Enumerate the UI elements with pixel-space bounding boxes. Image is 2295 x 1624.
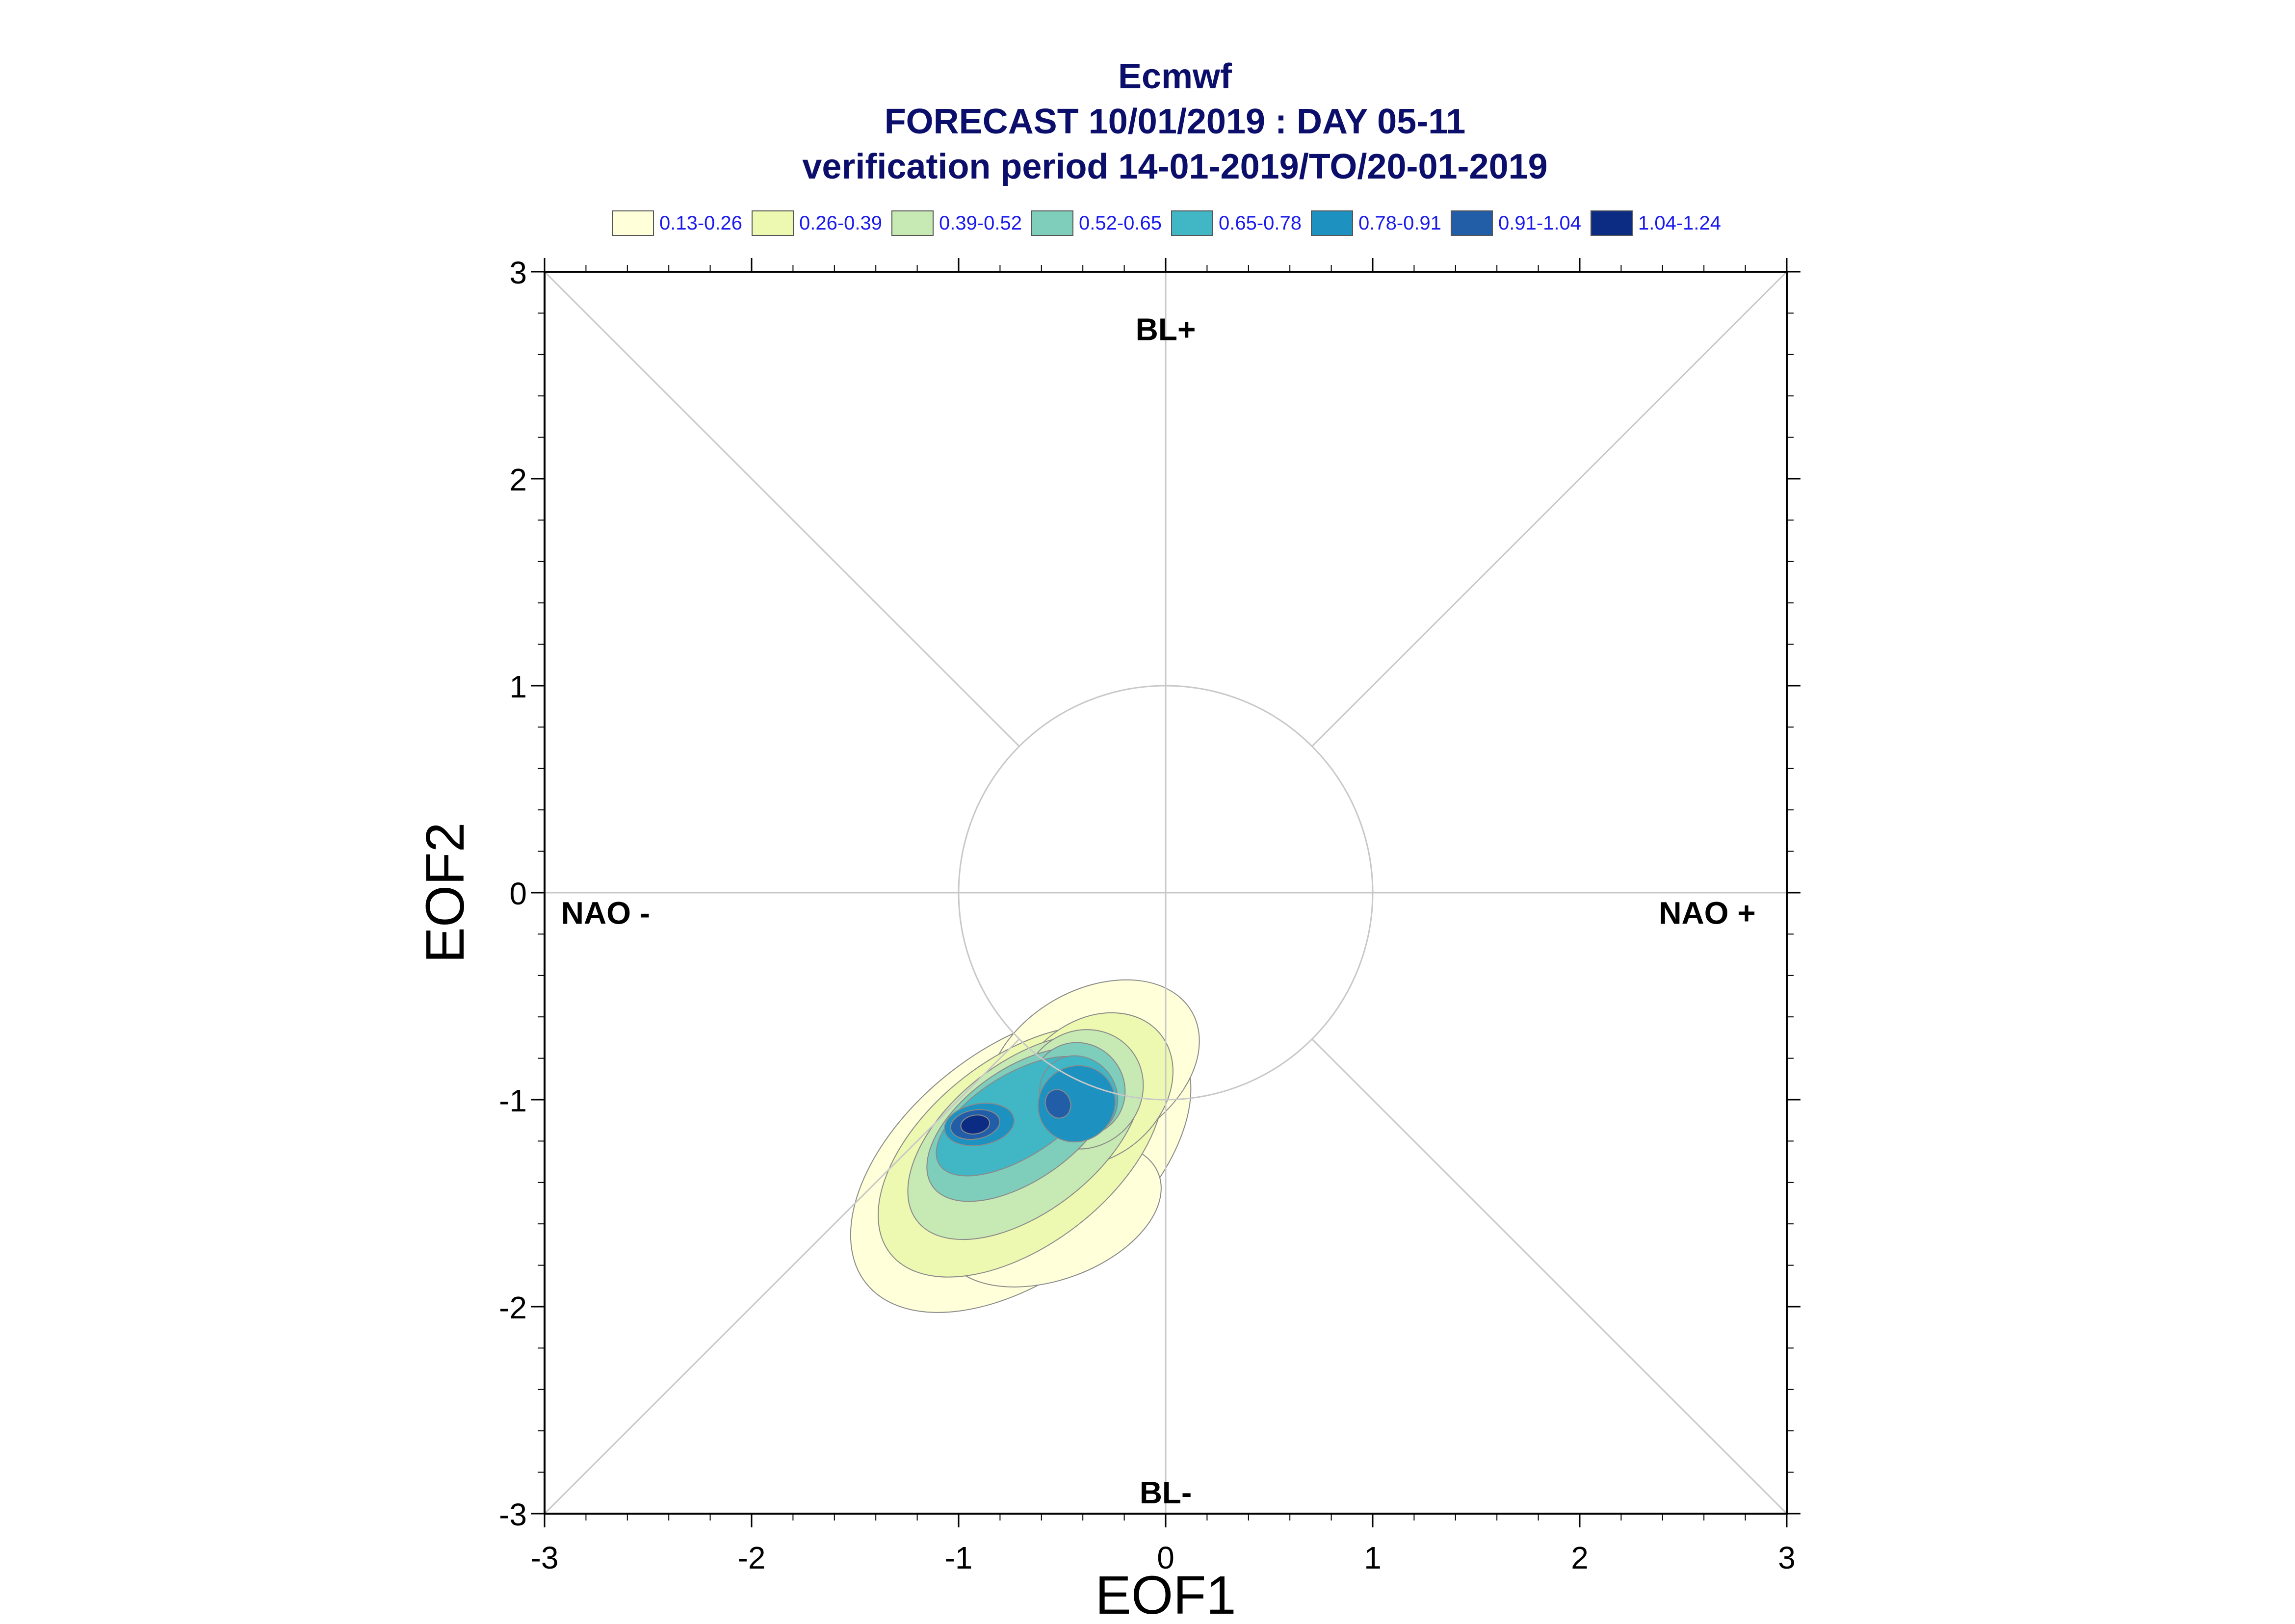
legend-label: 0.91-1.04: [1498, 212, 1581, 234]
legend-label: 0.78-0.91: [1358, 212, 1441, 234]
legend-label: 0.52-0.65: [1079, 212, 1162, 234]
x-tick-label: 3: [1778, 1540, 1796, 1575]
x-tick-label: -1: [945, 1540, 973, 1575]
guide-lines: [544, 271, 1788, 1515]
legend-swatch: [612, 210, 654, 236]
diagonal-guide: [544, 271, 1020, 747]
legend-swatch: [891, 210, 934, 236]
legend-swatch: [1591, 210, 1633, 236]
y-tick-label: -2: [499, 1290, 527, 1325]
legend-label: 0.26-0.39: [799, 212, 882, 234]
x-tick-label: -2: [738, 1540, 766, 1575]
y-tick-label: 0: [509, 876, 527, 911]
y-tick-label: 3: [509, 255, 527, 290]
contour-level-0.78-0.91: [1038, 1065, 1116, 1143]
legend-swatch: [1031, 210, 1073, 236]
reference-circle: [958, 685, 1374, 1101]
region-label-top: BL+: [1136, 311, 1196, 347]
density-contours: [850, 979, 1200, 1313]
y-tick-label: -3: [499, 1497, 527, 1532]
x-tick-label: 1: [1364, 1540, 1382, 1575]
contour-level-1.04-1.24: [960, 1114, 991, 1135]
legend-label: 1.04-1.24: [1638, 212, 1721, 234]
axis-ticks: -3 -2 -1 0 1 2 3 -3 -2 -1 0 1 2 3: [499, 255, 1800, 1575]
legend-label: 0.39-0.52: [939, 212, 1022, 234]
legend-swatch: [1311, 210, 1353, 236]
y-tick-label: -1: [499, 1083, 527, 1118]
region-label-left: NAO -: [561, 895, 650, 930]
chart-subtitle-line-2: verification period 14-01-2019/TO/20-01-…: [802, 147, 1547, 186]
y-tick-label: 1: [509, 669, 527, 704]
legend-swatch: [1451, 210, 1493, 236]
legend: 0.13-0.26 0.26-0.39 0.39-0.52 0.52-0.65 0.65…: [612, 210, 1721, 236]
y-axis-title: EOF2: [415, 822, 475, 963]
region-label-bottom: BL-: [1140, 1475, 1192, 1510]
diagonal-guide: [1311, 271, 1788, 747]
legend-label: 0.65-0.78: [1219, 212, 1302, 234]
x-tick-label: 2: [1571, 1540, 1589, 1575]
chart-subtitle-line-1: FORECAST 10/01/2019 : DAY 05-11: [885, 102, 1466, 141]
legend-swatch: [752, 210, 794, 236]
diagonal-guide: [1311, 1038, 1788, 1515]
legend-swatch: [1171, 210, 1213, 236]
x-tick-label: 0: [1157, 1540, 1174, 1575]
region-label-right: NAO +: [1659, 895, 1755, 930]
diagonal-guide: [544, 1038, 1020, 1515]
x-axis-title: EOF1: [1095, 1565, 1236, 1624]
y-tick-label: 2: [509, 462, 527, 497]
x-tick-label: -3: [531, 1540, 559, 1575]
legend-label: 0.13-0.26: [659, 212, 742, 234]
contour-level-0.91-1.04: [1044, 1089, 1071, 1119]
chart-title: Ecmwf: [1118, 57, 1232, 96]
